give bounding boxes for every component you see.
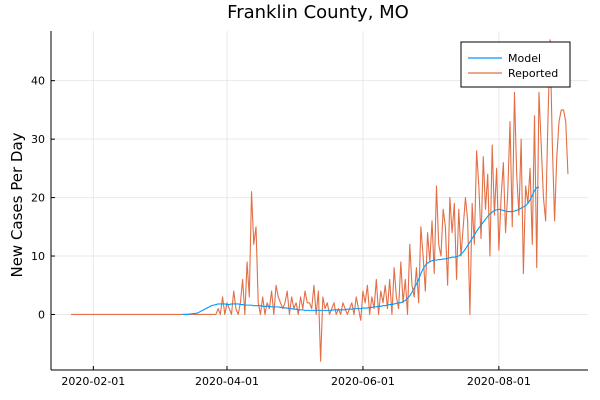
series-layer bbox=[71, 39, 569, 362]
legend-label-reported: Reported bbox=[508, 67, 558, 80]
y-tick-label: 20 bbox=[31, 192, 45, 205]
chart-title: Franklin County, MO bbox=[227, 2, 409, 23]
legend-label-model: Model bbox=[508, 52, 541, 65]
y-tick-label: 10 bbox=[31, 250, 45, 263]
x-ticks: 2020-02-01 2020-04-01 2020-06-01 2020-08-01 bbox=[61, 366, 531, 388]
y-tick-label: 40 bbox=[31, 75, 45, 88]
x-tick-label: 2020-08-01 bbox=[467, 375, 531, 388]
y-ticks: 0 10 20 30 40 bbox=[31, 75, 55, 321]
x-tick-label: 2020-06-01 bbox=[331, 375, 395, 388]
series-line-model bbox=[182, 186, 540, 316]
x-tick-label: 2020-04-01 bbox=[195, 375, 259, 388]
y-axis-label: New Cases Per Day bbox=[8, 132, 26, 277]
legend-box bbox=[460, 41, 571, 88]
legend: Model Reported bbox=[460, 41, 571, 88]
y-tick-label: 30 bbox=[31, 133, 45, 146]
series-line-reported bbox=[71, 39, 569, 362]
x-tick-label: 2020-02-01 bbox=[61, 375, 125, 388]
y-tick-label: 0 bbox=[38, 308, 45, 321]
